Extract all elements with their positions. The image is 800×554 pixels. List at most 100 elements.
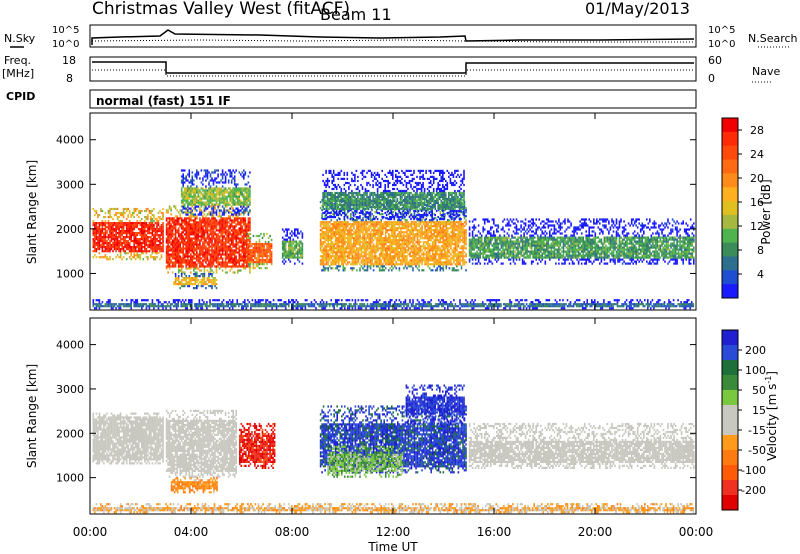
data-cell [351,245,354,248]
data-cell [168,229,171,232]
data-cell [209,179,212,182]
data-cell [237,247,239,250]
data-cell [151,248,154,251]
data-cell [298,250,301,253]
data-cell [190,259,192,262]
data-cell [363,241,366,244]
data-cell [203,207,206,210]
data-cell [357,241,360,244]
data-cell [168,219,171,222]
data-cell [401,249,404,252]
data-cell [229,191,231,194]
data-cell [174,265,177,268]
data-cell [194,283,197,286]
data-cell [233,183,236,186]
data-cell [200,283,203,286]
data-cell [177,233,180,236]
data-cell [224,175,227,178]
data-cell [409,255,411,258]
data-cell [200,223,203,226]
data-cell [258,257,261,260]
data-cell [180,257,183,260]
data-cell [221,189,224,192]
data-cell [247,225,250,228]
data-cell [133,216,135,219]
data-cell [338,249,340,252]
data-cell [415,253,417,256]
data-cell [394,251,396,254]
data-cell [237,261,239,264]
data-cell [347,223,349,226]
data-cell [369,241,372,244]
data-cell [380,209,382,212]
data-cell [226,261,228,264]
data-cell [230,171,233,174]
data-cell [165,261,168,264]
data-cell [342,243,345,246]
data-cell [209,205,212,208]
data-cell [211,201,213,204]
data-cell [101,228,104,231]
data-cell [168,237,171,240]
data-cell [400,243,402,246]
data-cell [394,221,396,224]
data-cell [197,189,200,192]
data-cell [324,241,326,244]
data-cell [353,249,355,252]
data-cell [107,228,110,231]
data-cell [419,223,422,226]
data-cell [283,252,285,255]
data-cell [334,247,337,250]
data-cell [344,269,346,272]
data-cell [110,232,113,235]
data-cell [401,243,404,246]
data-cell [397,263,399,266]
data-cell [342,227,345,230]
data-cell [269,244,271,248]
data-cell [392,267,395,270]
data-cell [188,245,191,248]
data-cell [425,211,428,214]
data-cell [97,242,99,245]
data-cell [148,244,151,247]
data-cell [196,247,198,250]
data-cell [203,279,206,282]
data-cell [205,237,207,240]
data-cell [116,240,119,243]
data-cell [183,253,186,256]
data-cell [401,211,404,214]
data-cell [321,243,323,246]
data-cell [415,265,417,268]
data-cell [416,209,419,212]
data-cell [107,209,110,213]
data-cell [384,235,387,238]
data-cell [150,209,152,213]
data-cell [401,227,404,230]
data-cell [241,171,244,174]
data-cell [134,240,137,243]
data-cell [241,227,244,230]
data-cell [167,237,169,240]
data-cell [223,247,225,250]
data-cell [336,219,338,222]
data-cell [392,243,395,246]
data-cell [357,225,360,228]
data-cell [424,257,426,260]
data-cell [199,261,201,264]
data-cell [203,201,206,204]
data-cell [187,203,189,206]
data-cell [244,187,247,190]
data-cell [229,259,231,262]
data-cell [267,246,270,250]
data-cell [344,213,346,216]
data-cell [371,237,373,240]
data-cell [348,227,351,230]
data-cell [188,227,191,230]
data-cell [240,221,242,224]
data-cell [215,195,218,198]
data-cell [136,207,139,211]
data-cell [156,240,158,243]
data-cell [381,241,384,244]
data-cell [334,253,337,256]
data-cell [418,239,420,242]
